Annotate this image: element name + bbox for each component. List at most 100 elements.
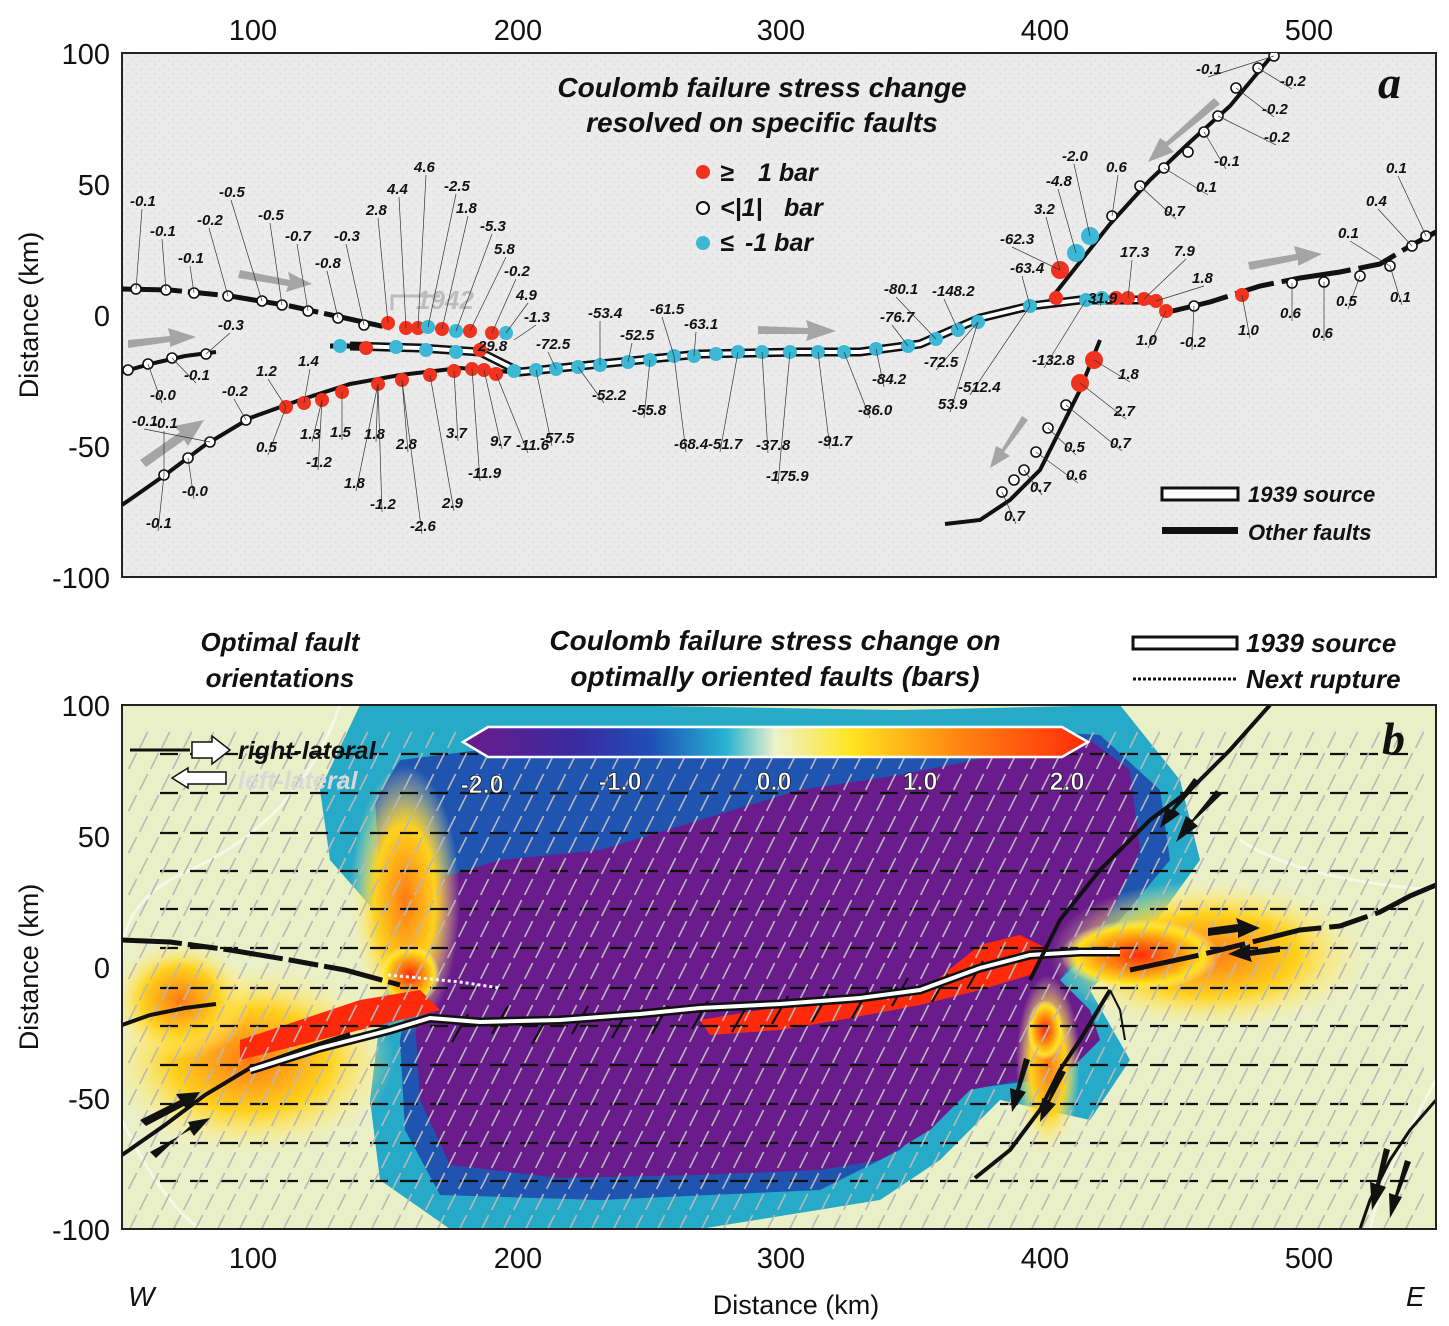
left-lateral-tick — [1062, 1067, 1073, 1085]
left-lateral-tick — [149, 836, 160, 854]
left-lateral-tick — [831, 962, 842, 980]
left-lateral-tick — [446, 1193, 457, 1211]
left-lateral-tick — [512, 1109, 523, 1127]
left-lateral-tick — [1403, 878, 1414, 896]
colorbar-tick-neg1: -1.0 — [598, 768, 641, 796]
left-lateral-tick — [1403, 1130, 1414, 1148]
left-lateral-tick — [886, 1151, 897, 1169]
left-lateral-tick — [633, 1172, 644, 1190]
left-lateral-tick — [358, 1193, 369, 1211]
left-lateral-tick — [413, 1088, 424, 1106]
left-lateral-tick — [809, 1004, 820, 1022]
left-lateral-tick — [160, 1067, 171, 1085]
b-y-tick-50: 50 — [78, 822, 110, 854]
left-lateral-tick — [1007, 1130, 1018, 1148]
left-lateral-tick — [149, 920, 160, 938]
left-lateral-tick — [699, 1088, 710, 1106]
left-lateral-tick — [237, 1088, 248, 1106]
left-lateral-tick — [435, 836, 446, 854]
left-lateral-tick — [281, 1172, 292, 1190]
point-value-label: 2.7 — [1113, 403, 1136, 420]
left-lateral-tick — [1150, 857, 1161, 875]
left-lateral-tick — [369, 1046, 380, 1064]
left-lateral-tick — [1293, 962, 1304, 980]
left-lateral-tick — [578, 1193, 589, 1211]
left-lateral-tick — [666, 1151, 677, 1169]
left-lateral-tick — [347, 920, 358, 938]
left-lateral-tick — [127, 1088, 138, 1106]
left-lateral-tick — [655, 836, 666, 854]
left-lateral-tick — [512, 1067, 523, 1085]
top-x-tick-300: 300 — [757, 15, 805, 47]
left-lateral-tick — [974, 1109, 985, 1127]
left-lateral-tick — [402, 815, 413, 833]
left-lateral-tick — [1359, 962, 1370, 980]
label-leader-line — [233, 398, 247, 421]
left-lateral-tick — [919, 1004, 930, 1022]
left-lateral-tick — [1315, 1172, 1326, 1190]
left-lateral-tick — [369, 1130, 380, 1148]
left-lateral-tick — [787, 878, 798, 896]
left-lateral-tick — [1040, 1067, 1051, 1085]
left-lateral-tick — [523, 962, 534, 980]
point-value-label: -55.8 — [632, 402, 667, 419]
legend-red-symbol: ≥ — [720, 159, 734, 187]
left-lateral-tick — [600, 941, 611, 959]
left-lateral-tick — [358, 1067, 369, 1085]
left-lateral-tick — [413, 962, 424, 980]
left-lateral-tick — [1073, 1172, 1084, 1190]
left-lateral-tick — [1326, 773, 1337, 791]
left-lateral-tick — [688, 1109, 699, 1127]
left-lateral-tick — [666, 1067, 677, 1085]
left-lateral-tick — [1337, 752, 1348, 770]
left-lateral-tick — [1315, 1088, 1326, 1106]
left-lateral-tick — [908, 899, 919, 917]
panel-a-y-axis: 100 50 0 -50 -100 Distance (km) — [14, 39, 110, 595]
left-lateral-tick — [864, 815, 875, 833]
left-lateral-tick — [578, 941, 589, 959]
left-lateral-tick — [578, 1151, 589, 1169]
left-lateral-tick — [215, 1130, 226, 1148]
label-leader-line — [143, 428, 211, 443]
left-lateral-tick — [1150, 1067, 1161, 1085]
left-lateral-tick — [1084, 1025, 1095, 1043]
left-lateral-tick — [1084, 1067, 1095, 1085]
left-lateral-tick — [1414, 731, 1425, 749]
left-lateral-tick — [589, 794, 600, 812]
left-lateral-tick — [1029, 1088, 1040, 1106]
label-leader-line — [1011, 246, 1061, 271]
left-lateral-tick — [314, 731, 325, 749]
left-lateral-tick — [600, 899, 611, 917]
left-lateral-tick — [391, 1046, 402, 1064]
left-lateral-tick — [468, 857, 479, 875]
left-lateral-tick — [160, 899, 171, 917]
left-lateral-tick — [996, 1025, 1007, 1043]
left-lateral-tick — [171, 1130, 182, 1148]
left-lateral-tick — [413, 794, 424, 812]
left-lateral-tick — [1040, 857, 1051, 875]
left-lateral-tick — [1326, 1109, 1337, 1127]
left-lateral-tick — [864, 857, 875, 875]
point-value-label: 0.7 — [1030, 479, 1052, 496]
left-lateral-tick — [666, 1193, 677, 1211]
left-lateral-tick — [1172, 731, 1183, 749]
left-lateral-tick — [655, 1088, 666, 1106]
left-lateral-tick — [611, 962, 622, 980]
label-leader-line — [471, 368, 481, 482]
left-lateral-tick — [292, 1109, 303, 1127]
left-lateral-tick — [765, 878, 776, 896]
left-lateral-tick — [809, 920, 820, 938]
left-lateral-tick — [358, 1109, 369, 1127]
left-lateral-tick — [314, 773, 325, 791]
left-lateral-tick — [721, 920, 732, 938]
left-lateral-tick — [446, 857, 457, 875]
a-y-axis-label: Distance (km) — [14, 232, 44, 399]
point-value-label: -84.2 — [872, 371, 907, 388]
left-lateral-tick — [457, 752, 468, 770]
a-y-tick-0: 0 — [94, 301, 110, 333]
left-lateral-tick — [336, 1067, 347, 1085]
left-lateral-tick — [138, 773, 149, 791]
left-lateral-tick — [743, 1130, 754, 1148]
left-lateral-tick — [996, 1109, 1007, 1127]
left-lateral-tick — [457, 1172, 468, 1190]
